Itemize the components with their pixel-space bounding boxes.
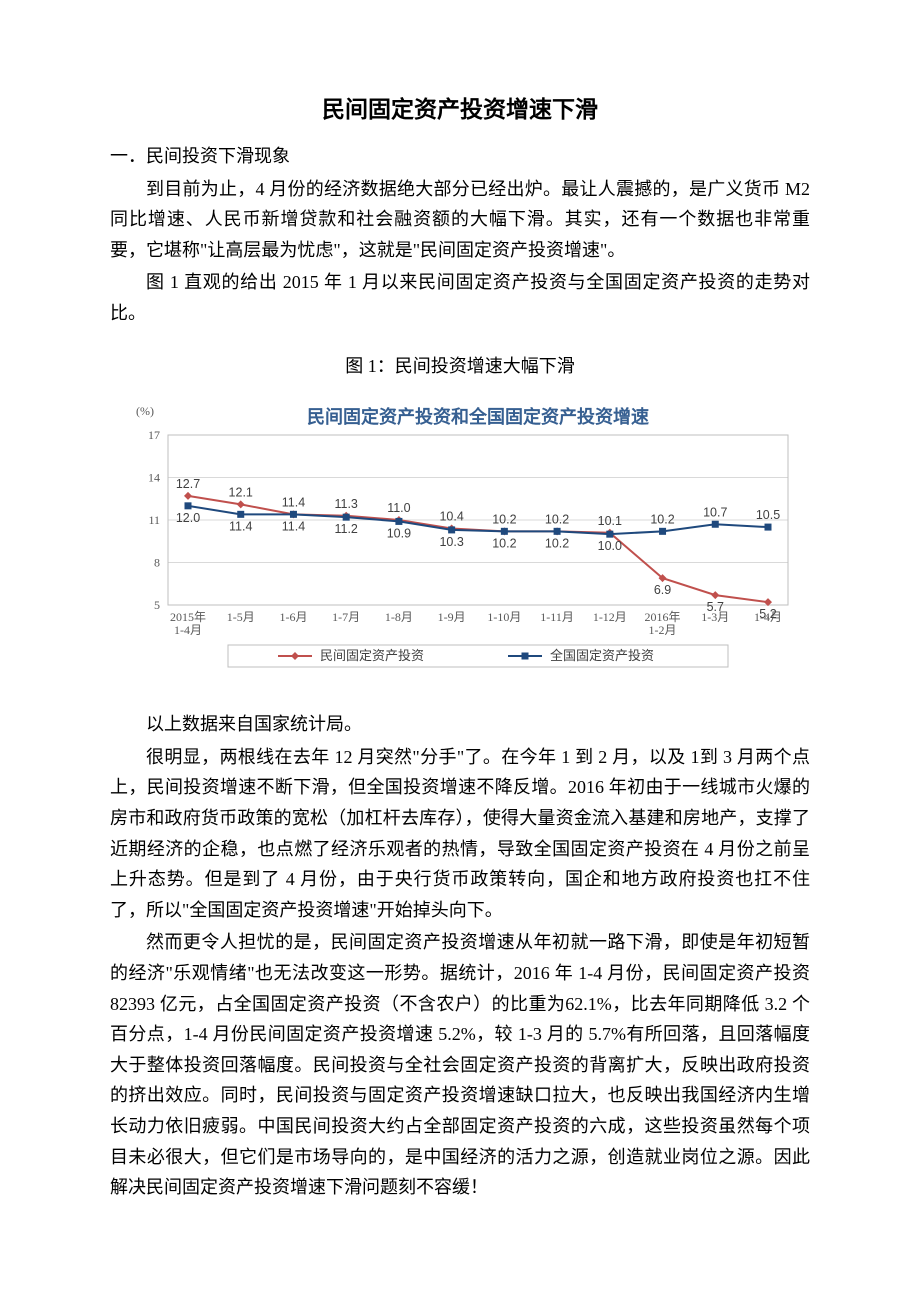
svg-text:1-11月: 1-11月 (540, 610, 574, 624)
svg-text:10.1: 10.1 (598, 514, 622, 528)
svg-text:1-7月: 1-7月 (332, 610, 360, 624)
svg-text:1-8月: 1-8月 (385, 610, 413, 624)
chart-caption: 图 1：民间投资增速大幅下滑 (110, 351, 810, 382)
svg-text:5.7: 5.7 (707, 600, 724, 614)
paragraph-4: 很明显，两根线在去年 12 月突然"分手"了。在今年 1 到 2 月，以及 1到… (110, 742, 810, 926)
svg-text:10.0: 10.0 (598, 539, 622, 553)
svg-text:10.4: 10.4 (439, 510, 463, 524)
svg-text:1-4月: 1-4月 (174, 623, 202, 637)
svg-text:10.2: 10.2 (545, 537, 569, 551)
svg-text:全国固定资产投资: 全国固定资产投资 (550, 648, 654, 663)
svg-text:2015年: 2015年 (170, 610, 206, 624)
paragraph-5: 然而更令人担忧的是，民间固定资产投资增速从年初就一路下滑，即使是年初短暂的经济"… (110, 927, 810, 1202)
svg-text:17: 17 (148, 428, 160, 442)
svg-text:2016年: 2016年 (645, 610, 681, 624)
page-title: 民间固定资产投资增速下滑 (110, 90, 810, 129)
svg-text:5: 5 (154, 598, 160, 612)
svg-text:民间固定资产投资和全国固定资产投资增速: 民间固定资产投资和全国固定资产投资增速 (307, 406, 649, 427)
svg-text:1-5月: 1-5月 (227, 610, 255, 624)
svg-text:民间固定资产投资: 民间固定资产投资 (320, 648, 424, 663)
svg-text:11.4: 11.4 (282, 496, 305, 510)
svg-text:10.2: 10.2 (650, 513, 674, 527)
svg-text:1-10月: 1-10月 (487, 610, 521, 624)
svg-text:1-9月: 1-9月 (438, 610, 466, 624)
svg-text:14: 14 (148, 471, 160, 485)
svg-text:12.0: 12.0 (176, 511, 200, 525)
svg-text:11.3: 11.3 (334, 497, 357, 511)
svg-text:12.1: 12.1 (229, 486, 253, 500)
svg-text:11.2: 11.2 (334, 522, 357, 536)
section-1-heading: 一．民间投资下滑现象 (110, 141, 810, 172)
svg-text:(%): (%) (136, 404, 154, 418)
svg-text:5.2: 5.2 (759, 607, 776, 621)
svg-text:10.9: 10.9 (387, 527, 411, 541)
svg-text:11.0: 11.0 (387, 501, 410, 515)
svg-text:11.4: 11.4 (282, 520, 305, 534)
svg-text:6.9: 6.9 (654, 583, 671, 597)
paragraph-1: 到目前为止，4 月份的经济数据绝大部分已经出炉。最让人震撼的，是广义货币 M2 … (110, 174, 810, 266)
svg-text:10.2: 10.2 (492, 537, 516, 551)
paragraph-3: 以上数据来自国家统计局。 (110, 709, 810, 740)
svg-text:10.3: 10.3 (439, 535, 463, 549)
svg-text:1-12月: 1-12月 (593, 610, 627, 624)
svg-text:11.4: 11.4 (229, 520, 252, 534)
svg-text:10.2: 10.2 (492, 513, 516, 527)
svg-text:10.7: 10.7 (703, 506, 727, 520)
paragraph-2: 图 1 直观的给出 2015 年 1 月以来民间固定资产投资与全国固定资产投资的… (110, 267, 810, 328)
chart-svg: (%) 民间固定资产投资和全国固定资产投资增速 5 8 11 14 17 2015年1-4月 1… (110, 395, 810, 685)
svg-text:12.7: 12.7 (176, 477, 200, 491)
chart-figure-1: (%) 民间固定资产投资和全国固定资产投资增速 5 8 11 14 17 2015年1-4月 1… (110, 395, 810, 685)
svg-text:11: 11 (148, 513, 160, 527)
svg-text:10.2: 10.2 (545, 513, 569, 527)
svg-text:1-2月: 1-2月 (649, 623, 677, 637)
svg-text:8: 8 (154, 556, 160, 570)
svg-text:10.5: 10.5 (756, 508, 780, 522)
svg-text:1-6月: 1-6月 (279, 610, 307, 624)
